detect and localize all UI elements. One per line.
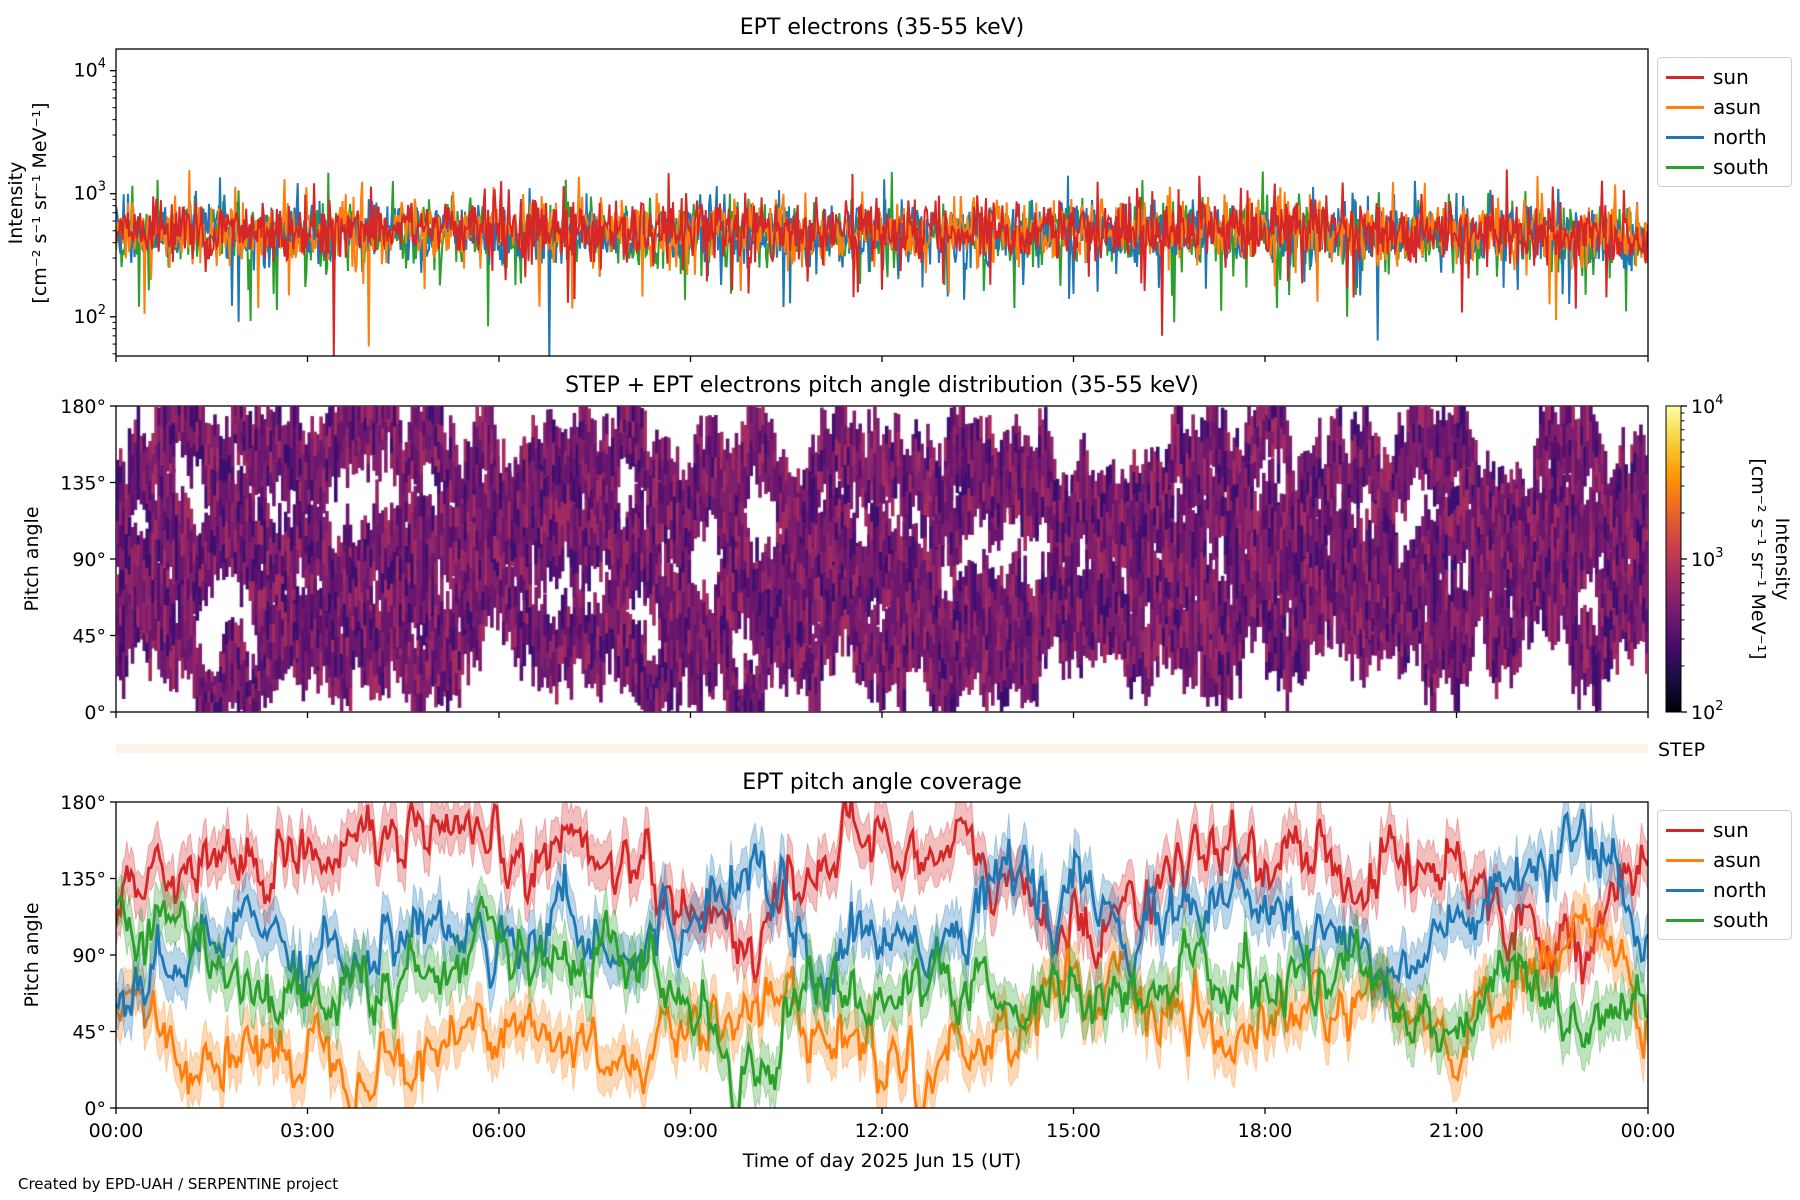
coverage-line-north [116,808,1648,1017]
coverage-series-group [116,802,1648,1108]
y-tick-label: 135° [60,473,106,495]
legend-swatch [1666,918,1704,922]
coverage-line-sun [116,802,1648,985]
y-tick-label: 45° [72,626,106,648]
x-tick-label: 15:00 [1046,1120,1101,1142]
coverage-line-south [116,894,1648,1108]
x-tick-label: 18:00 [1238,1120,1293,1142]
y-tick-label: 102 [74,303,106,328]
y-tick-exponent: 2 [98,303,106,318]
legend-swatch [1666,858,1704,862]
legend-item-north: north [1658,122,1791,152]
x-tick-label: 06:00 [472,1120,527,1142]
chart-title-intensity: EPT electrons (35-55 keV) [740,15,1025,40]
y-tick-label: 0° [84,1098,106,1120]
x-tick-label: 00:00 [89,1120,144,1142]
y-tick-exponent: 4 [98,57,106,72]
legend-label: north [1713,878,1767,902]
colorbar-tick-exponent: 3 [1715,546,1723,561]
x-tick-label: 21:00 [1429,1120,1484,1142]
colorbar-tick-exponent: 4 [1715,393,1723,408]
legend-swatch [1666,828,1704,832]
legend-swatch [1666,888,1704,892]
legend-item-sun: sun [1658,62,1791,92]
credit-text: Created by EPD-UAH / SERPENTINE project [18,1175,339,1193]
colorbar-label: Intensity [1771,518,1793,601]
y-tick-label: 180° [60,792,106,814]
y-tick-label: 90° [72,945,106,967]
colorbar-tick-exponent: 2 [1715,699,1723,714]
legend-label: south [1713,908,1769,932]
chart-title-coverage: EPT pitch angle coverage [742,770,1022,795]
legend-item-north: north [1658,875,1791,905]
legend-intensity: sun asun north south [1657,57,1792,187]
intensity-line-sun [116,169,1648,356]
legend-label: asun [1713,848,1762,872]
x-tick-label: 12:00 [855,1120,910,1142]
colorbar-tick-label: 103 [1691,546,1723,571]
pitch-angle-heatmap [116,406,1648,712]
chart-title-pad: STEP + EPT electrons pitch angle distrib… [565,373,1199,398]
y-axis-label-units: [cm⁻² s⁻¹ sr⁻¹ MeV⁻¹] [29,102,51,303]
y-tick-label: 135° [60,869,106,891]
colorbar-tick-label: 104 [1691,393,1723,418]
legend-label: south [1713,155,1769,179]
x-tick-label: 09:00 [663,1120,718,1142]
legend-item-south: south [1658,152,1791,182]
x-axis-label: Time of day 2025 Jun 15 (UT) [742,1150,1022,1172]
y-axis-label-pitch-angle: Pitch angle [21,506,43,611]
legend-label: north [1713,125,1767,149]
y-tick-label: 103 [74,180,106,205]
y-tick-label: 90° [72,549,106,571]
legend-coverage: sun asun north south [1657,810,1792,940]
legend-item-asun: asun [1658,92,1791,122]
y-tick-label: 0° [84,702,106,724]
legend-label: asun [1713,95,1762,119]
legend-swatch [1666,105,1704,109]
colorbar-units: [cm⁻² s⁻¹ sr⁻¹ MeV⁻¹] [1747,458,1769,659]
legend-item-south: south [1658,905,1791,935]
legend-item-sun: sun [1658,815,1791,845]
legend-swatch [1666,135,1704,139]
y-tick-label: 45° [72,1022,106,1044]
legend-label: sun [1713,818,1749,842]
y-tick-label: 180° [60,396,106,418]
legend-label: sun [1713,65,1749,89]
y-axis-label-pitch-angle: Pitch angle [21,902,43,1007]
step-label: STEP [1658,739,1705,761]
colorbar [1665,405,1682,713]
y-axis-label-intensity: Intensity [5,162,27,245]
intensity-series-group [116,169,1648,356]
legend-swatch [1666,165,1704,169]
x-tick-label: 03:00 [280,1120,335,1142]
legend-item-asun: asun [1658,845,1791,875]
x-tick-label: 00:00 [1621,1120,1676,1142]
y-tick-exponent: 3 [98,180,106,195]
legend-swatch [1666,75,1704,79]
step-coverage-bar [116,744,1648,753]
colorbar-tick-label: 102 [1691,699,1723,724]
y-tick-label: 104 [74,57,106,82]
